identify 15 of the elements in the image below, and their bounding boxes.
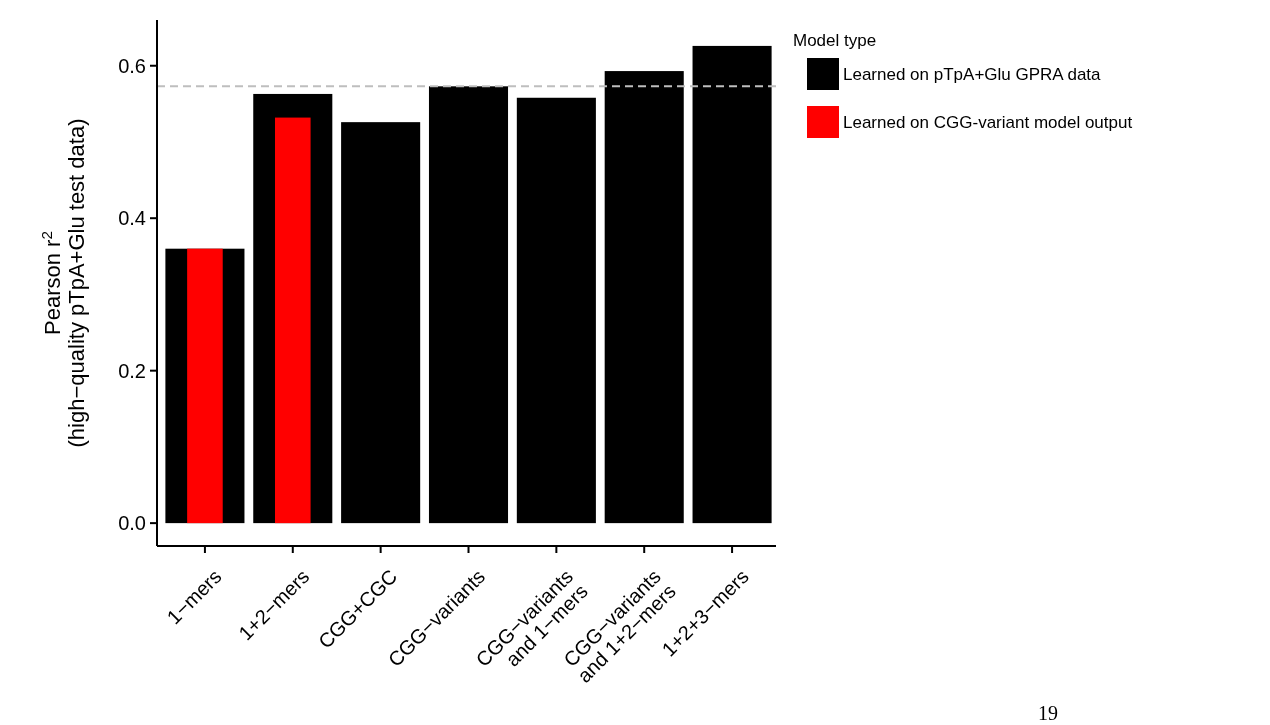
bar: [604, 71, 684, 524]
bar: [341, 122, 421, 524]
y-tick-label: 0.2: [118, 359, 146, 382]
bar: [516, 97, 596, 524]
y-tick-label: 0.4: [118, 207, 146, 230]
bar: [187, 248, 223, 524]
y-tick-label: 0.6: [118, 54, 146, 77]
legend-label: Learned on CGG-variant model output: [843, 112, 1133, 132]
text: 19: [1038, 702, 1058, 724]
y-tick-label: 0.0: [118, 512, 146, 535]
bar: [428, 86, 509, 524]
legend-title: Model type: [793, 31, 877, 50]
bar: [275, 117, 311, 524]
legend-label: Learned on pTpA+Glu GPRA data: [843, 64, 1102, 84]
bar: [692, 45, 772, 524]
